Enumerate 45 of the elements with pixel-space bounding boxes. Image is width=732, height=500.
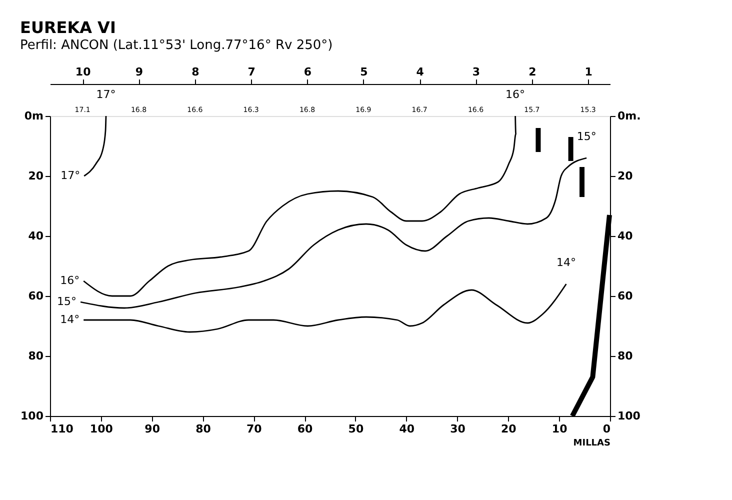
x-tick-label: 60 [297, 422, 314, 436]
y2-tick-label: 20 [618, 170, 634, 182]
series-label: 15° [57, 295, 77, 308]
text: 17° [96, 88, 116, 101]
x-tick-label: 10 [552, 422, 568, 436]
x2-tick-label: 3 [472, 66, 480, 78]
y-tick-label: 20 [28, 170, 44, 182]
x-tick-label: 80 [196, 422, 212, 436]
x2-tick-label: 10 [75, 66, 92, 78]
chart-subtitle: Perfil: ANCON (Lat.11°53' Long.77°16° Rv 250°) [20, 38, 333, 53]
x-tick-label: 30 [450, 422, 466, 436]
text: 16° [506, 88, 526, 101]
x2-tick-label: 6 [304, 66, 312, 78]
y-tick-label: 60 [28, 290, 44, 302]
x2-tick-label: 2 [528, 66, 536, 78]
y2-tick-label: 100 [618, 410, 641, 422]
x2-tick-label: 7 [248, 66, 256, 78]
y2-tick-label: 80 [618, 350, 634, 362]
x2-tick-label: 5 [360, 66, 368, 78]
x-axis-title: MILLAS [573, 438, 610, 448]
x-tick-label: 100 [90, 422, 114, 436]
x2-tick-label: 1 [584, 66, 592, 78]
x2-tick-label: 8 [192, 66, 200, 78]
chart-title: EUREKA VI [20, 18, 116, 37]
y2-tick-label: 60 [618, 290, 634, 302]
text: 14° [556, 256, 576, 269]
x-tick-label: 20 [501, 422, 517, 436]
text: 15° [576, 130, 596, 143]
x-tick-label: 50 [348, 422, 364, 436]
x-tick-label: 110 [50, 422, 74, 436]
x-tick-label: 0 [602, 422, 611, 436]
x2-tick-label: 4 [416, 66, 424, 78]
series-label: 16° [60, 274, 80, 287]
y-tick-label: 100 [20, 410, 44, 422]
y2-tick-label: 40 [618, 230, 634, 242]
y-tick-label: 40 [28, 230, 44, 242]
y-tick-label: 0m [24, 110, 44, 122]
y-tick-label: 80 [28, 350, 44, 362]
series-label: 17° [60, 169, 80, 182]
x-tick-label: 90 [144, 422, 160, 436]
series-label: 14° [60, 313, 80, 326]
x-tick-label: 70 [246, 422, 262, 436]
x2-tick-label: 9 [135, 66, 144, 78]
y2-tick-label: 0m. [618, 110, 641, 122]
x-tick-label: 40 [399, 422, 415, 436]
